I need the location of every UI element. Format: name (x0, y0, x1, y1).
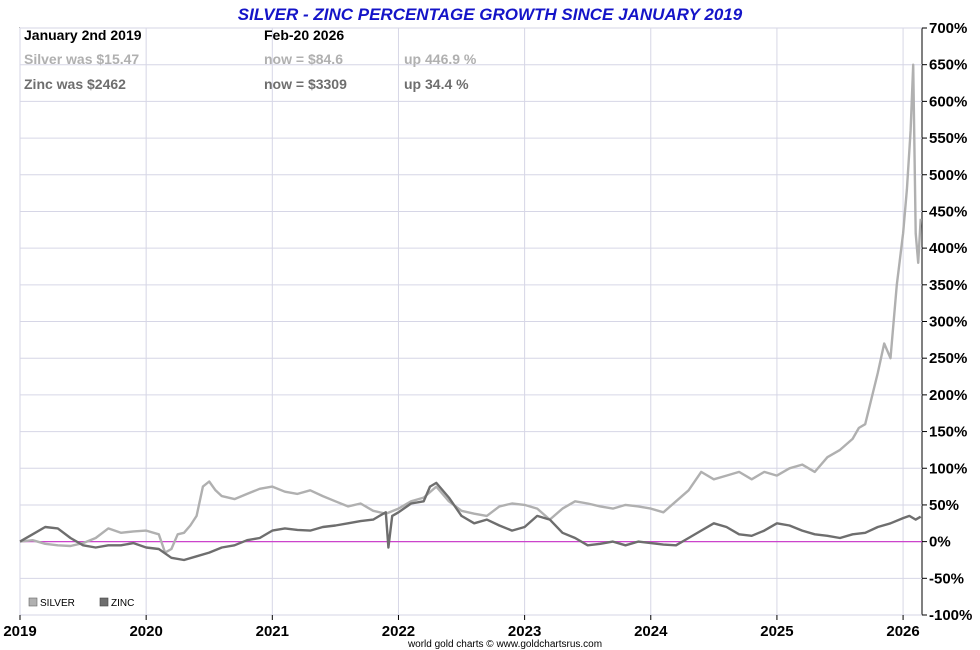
x-tick-label: 2022 (382, 623, 415, 640)
chart-title: SILVER - ZINC PERCENTAGE GROWTH SINCE JA… (238, 5, 743, 24)
y-axis-ticks: 700% 650% 600% 550% 500% 450% 400% 350% 300% 250%… (922, 20, 972, 624)
info-zinc-now: now = $3309 (264, 76, 347, 92)
x-tick-label: 2021 (256, 623, 289, 640)
info-silver-now: now = $84.6 (264, 51, 343, 67)
x-tick-label: 2020 (129, 623, 162, 640)
info-silver-was: Silver was $15.47 (24, 51, 139, 67)
info-start-label: January 2nd 2019 (24, 27, 142, 43)
y-tick-label: 500% (929, 167, 967, 184)
y-tick-label: 200% (929, 387, 967, 404)
x-tick-label: 2025 (760, 623, 793, 640)
y-tick-label: 700% (929, 20, 967, 37)
grid (19, 27, 922, 616)
info-end-label: Feb-20 2026 (264, 27, 344, 43)
series-line-zinc (19, 481, 922, 562)
y-tick-label: 450% (929, 203, 967, 220)
y-tick-label: 100% (929, 460, 967, 477)
x-tick-label: 2026 (886, 623, 919, 640)
source-credit: world gold charts © www.goldchartsrus.co… (407, 639, 602, 650)
legend: SILVER ZINC (28, 597, 134, 609)
x-tick-label: 2019 (3, 623, 36, 640)
series-layer (19, 63, 922, 562)
legend-label-silver: SILVER (40, 598, 75, 609)
info-zinc-change: up 34.4 % (404, 76, 469, 92)
y-tick-label: 550% (929, 130, 967, 147)
legend-swatch-silver (28, 597, 38, 607)
info-zinc-was: Zinc was $2462 (24, 76, 126, 92)
y-tick-label: -50% (929, 570, 964, 587)
y-tick-label: 400% (929, 240, 967, 257)
x-axis-ticks: 2019 2020 2021 2022 2023 2024 2025 2026 (3, 615, 920, 640)
y-tick-label: 50% (929, 497, 959, 514)
legend-swatch-zinc (99, 597, 109, 607)
y-tick-label: 0% (929, 534, 951, 551)
y-tick-label: 350% (929, 277, 967, 294)
info-silver-change: up 446.9 % (404, 51, 477, 67)
y-tick-label: 300% (929, 314, 967, 331)
x-tick-label: 2023 (508, 623, 541, 640)
info-panel: January 2nd 2019 Feb-20 2026 Silver was … (24, 27, 477, 92)
legend-label-zinc: ZINC (111, 598, 134, 609)
x-tick-label: 2024 (634, 623, 668, 640)
y-tick-label: 650% (929, 57, 967, 74)
y-tick-label: 250% (929, 350, 967, 367)
y-tick-label: 150% (929, 424, 967, 441)
series-line-silver (19, 63, 922, 554)
y-tick-label: 600% (929, 93, 967, 110)
y-tick-label: -100% (929, 607, 972, 624)
